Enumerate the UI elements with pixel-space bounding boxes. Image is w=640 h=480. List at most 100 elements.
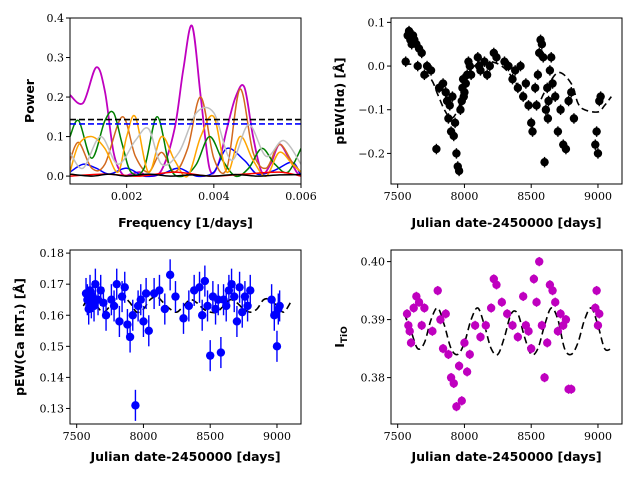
tio-data-point [551, 298, 560, 307]
cairt-data-point [203, 301, 212, 311]
periodogram-series-2-line [70, 147, 301, 178]
panel-halpha: Julian date-2450000 [days] pEW(Hα) [Å] 7… [332, 16, 623, 230]
halpha-data-point [533, 70, 543, 79]
halpha-data-point [591, 140, 600, 149]
tio-data-point [476, 332, 485, 342]
halpha-data-point [596, 92, 605, 101]
halpha-data-point [445, 101, 454, 110]
halpha-data-point [539, 53, 548, 62]
halpha-data-point [473, 53, 482, 62]
panel-cairt: Julian date-2450000 [days] pEW(Ca IRT₁) … [12, 247, 302, 464]
cairt-data-point [89, 301, 99, 311]
tio-data-point [454, 361, 464, 371]
halpha-data-point [485, 61, 495, 71]
halpha-ytick-label: 0.1 [368, 16, 386, 29]
halpha-data-point [592, 127, 601, 136]
tio-plot-area [402, 256, 612, 412]
cairt-data-point [141, 289, 151, 298]
tio-data-point [486, 303, 496, 313]
halpha-data-point [466, 70, 476, 79]
halpha-xtick-label: 9000 [584, 190, 612, 203]
tio-data-point [481, 321, 491, 330]
periodogram-xtick-label: 0.006 [285, 190, 317, 203]
halpha-data-point [547, 53, 556, 62]
cairt-data-point [232, 317, 242, 326]
halpha-ytick-label: −0.2 [358, 147, 385, 160]
cairt-data-point [197, 311, 207, 320]
cairt-xlabel: Julian date-2450000 [days] [89, 449, 280, 464]
tio-data-point [537, 321, 547, 330]
halpha-data-point [454, 166, 464, 176]
cairt-data-point [200, 276, 210, 286]
tio-data-point [452, 402, 461, 411]
tio-data-point [567, 385, 576, 394]
halpha-data-point [460, 88, 469, 97]
tio-data-point [449, 379, 458, 388]
tio-data-point [409, 303, 418, 313]
cairt-data-point [230, 292, 239, 301]
cairt-plot-area [81, 259, 291, 421]
cairt-data-point [131, 401, 140, 410]
tio-data-point [492, 280, 501, 289]
halpha-data-point [564, 96, 573, 106]
halpha-data-point [553, 127, 563, 136]
panel-tio: Julian date-2450000 [days] ITiO 7500 8000… [332, 249, 623, 464]
halpha-data-point [567, 88, 576, 97]
tio-data-point [441, 309, 450, 318]
cairt-data-point [206, 351, 215, 360]
periodogram-ytick-label: 0.1 [47, 131, 65, 144]
tio-data-point [428, 327, 437, 336]
tio-xtick-label: 8500 [517, 430, 545, 443]
halpha-data-point [537, 40, 547, 49]
periodogram-xtick-label: 0.002 [111, 190, 143, 203]
tio-data-point [513, 332, 523, 342]
tio-xtick-label: 7500 [384, 430, 412, 443]
cairt-data-point [235, 283, 244, 292]
halpha-data-point [556, 105, 565, 114]
tio-data-point [436, 315, 445, 324]
cairt-data-point [101, 311, 111, 320]
halpha-data-point [545, 66, 555, 75]
tio-data-point [593, 321, 603, 330]
tio-data-point [535, 257, 544, 266]
periodogram-ytick-label: 0.2 [47, 91, 65, 104]
tio-xtick-label: 9000 [584, 430, 612, 443]
halpha-data-point [540, 157, 549, 167]
halpha-data-point [528, 127, 537, 136]
cairt-data-point [109, 301, 119, 311]
tio-data-point [553, 327, 563, 336]
cairt-axes-frame [69, 249, 302, 425]
periodogram-plot-area [70, 24, 301, 178]
cairt-data-point [160, 304, 170, 314]
halpha-data-point [444, 114, 453, 123]
halpha-data-point [561, 144, 571, 154]
cairt-data-point [115, 317, 124, 326]
halpha-data-point [543, 114, 553, 123]
halpha-data-point [521, 79, 531, 88]
tio-data-point [460, 338, 469, 347]
tio-data-point [502, 309, 512, 318]
cairt-xtick-label: 8500 [196, 430, 224, 443]
halpha-data-point [569, 114, 579, 123]
halpha-data-point [524, 101, 533, 110]
halpha-data-point [544, 96, 553, 106]
periodogram-ytick-label: 0.4 [47, 12, 65, 25]
tio-ylabel: ITiO [332, 326, 350, 348]
cairt-data-point [171, 292, 180, 301]
halpha-data-point [508, 74, 517, 84]
halpha-ytick-label: −0.1 [358, 104, 385, 117]
halpha-data-point [518, 92, 528, 101]
tio-data-point [595, 309, 604, 318]
panel-periodogram: Frequency [1/days] Power 0.002 0.004 0.006… [22, 12, 317, 230]
tio-ylabel-sub: TiO [340, 326, 350, 343]
tio-data-point [433, 286, 442, 295]
tio-data-point [438, 344, 448, 353]
tio-xtick-label: 8000 [450, 430, 478, 443]
cairt-ytick-label: 0.16 [40, 309, 65, 322]
tio-data-point [420, 303, 429, 313]
periodogram-ytick-label: 0.3 [47, 52, 65, 65]
tio-data-point [524, 327, 533, 336]
tio-data-point [405, 327, 414, 336]
cairt-data-point [195, 283, 204, 292]
